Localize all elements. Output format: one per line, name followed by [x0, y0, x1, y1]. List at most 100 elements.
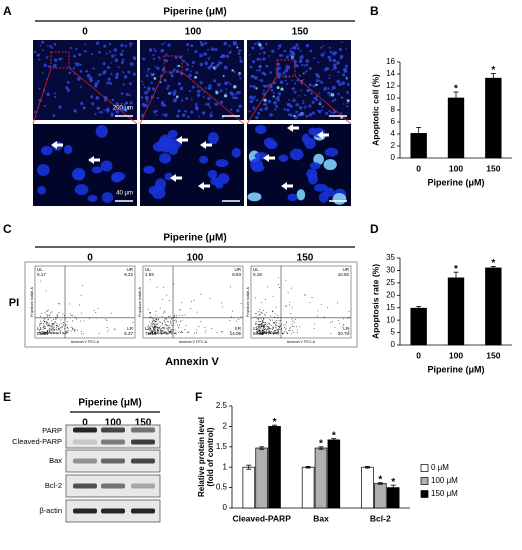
event	[286, 331, 288, 333]
cell	[320, 53, 325, 57]
event	[64, 328, 66, 330]
column-label: 100	[105, 418, 122, 429]
event	[261, 331, 263, 333]
cell	[259, 58, 262, 61]
event	[40, 331, 42, 333]
cell	[121, 58, 125, 62]
event	[177, 331, 179, 333]
event	[149, 311, 151, 313]
y-tick-label: 1.5	[216, 442, 228, 451]
event	[261, 312, 262, 314]
nucleus	[289, 148, 304, 161]
bar	[485, 267, 502, 346]
bar	[410, 307, 427, 346]
quadrant-name: UR	[343, 267, 350, 272]
column-label: 150	[297, 253, 314, 264]
cell	[304, 94, 307, 97]
event	[152, 327, 154, 329]
cell	[289, 113, 293, 117]
event	[168, 327, 170, 329]
cell	[263, 98, 267, 102]
error-bar	[416, 127, 422, 140]
cell	[204, 61, 209, 66]
event	[259, 329, 261, 331]
event	[149, 279, 151, 281]
event	[295, 318, 296, 320]
event	[175, 316, 177, 318]
nucleus	[250, 158, 263, 171]
event	[57, 332, 59, 334]
cell	[219, 89, 223, 93]
cell	[75, 65, 78, 67]
cell	[332, 58, 337, 63]
cell	[206, 102, 211, 107]
event	[188, 331, 190, 333]
cell	[277, 74, 281, 79]
quadrant-value: 75.18	[145, 331, 157, 336]
event	[52, 326, 54, 328]
cell	[221, 54, 225, 58]
blot-band	[101, 458, 125, 464]
event	[262, 330, 264, 332]
cell	[286, 82, 289, 86]
event	[263, 327, 265, 329]
cell	[298, 94, 300, 97]
event	[149, 313, 151, 315]
event	[107, 331, 109, 333]
cell	[122, 83, 125, 86]
event	[240, 303, 242, 305]
cell	[293, 114, 296, 118]
event	[56, 313, 58, 315]
y-tick-label: 14	[386, 69, 395, 78]
cell	[150, 81, 154, 85]
quadrant-value: 0.17	[37, 272, 46, 277]
cell	[144, 95, 149, 100]
event	[154, 326, 156, 328]
event	[176, 320, 178, 322]
event	[175, 319, 177, 321]
event	[46, 320, 48, 322]
event	[174, 316, 176, 318]
event	[292, 320, 294, 322]
event	[43, 320, 45, 322]
cell	[73, 54, 76, 58]
quadrant-name: UR	[235, 267, 242, 272]
event	[81, 285, 83, 287]
event	[264, 313, 265, 315]
event	[265, 314, 267, 316]
plot-axis-label: Propidium Iodide-A	[138, 286, 142, 316]
cell	[279, 80, 284, 85]
event	[52, 318, 54, 320]
cell	[299, 59, 303, 63]
event	[38, 330, 40, 332]
event	[47, 316, 49, 318]
cell	[194, 50, 198, 54]
flow-plot	[34, 265, 136, 339]
bar	[386, 487, 400, 509]
cell	[142, 57, 146, 61]
event	[164, 311, 166, 313]
event	[181, 320, 183, 322]
arrow	[198, 182, 210, 190]
event	[49, 315, 51, 317]
event	[259, 324, 261, 326]
event	[277, 331, 279, 333]
cell	[235, 96, 238, 100]
cell	[265, 84, 269, 88]
column-label: 100	[185, 27, 202, 38]
cell	[272, 95, 275, 98]
event	[48, 322, 50, 324]
cell	[324, 68, 328, 72]
cell	[286, 65, 291, 70]
cell	[311, 100, 315, 104]
event	[41, 331, 43, 333]
event	[258, 333, 260, 335]
cell	[185, 61, 188, 64]
cell	[249, 95, 254, 100]
event	[265, 332, 266, 334]
event	[54, 321, 56, 323]
blot-label: Cleaved-PARP	[12, 437, 62, 446]
event	[266, 332, 268, 334]
cell	[300, 89, 303, 92]
event	[257, 318, 259, 320]
